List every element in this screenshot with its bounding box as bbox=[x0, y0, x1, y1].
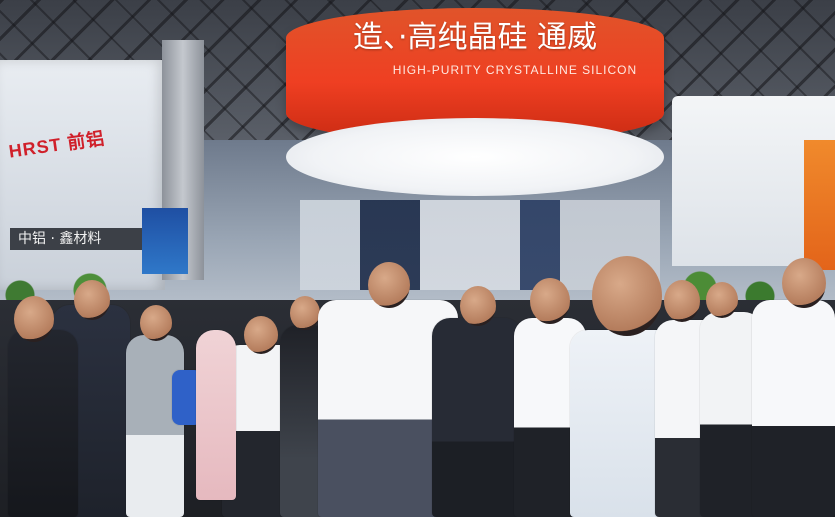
person-navy-shirt bbox=[432, 318, 522, 517]
person-white-shirt-far-right bbox=[700, 312, 762, 517]
drum-sign-subtitle: HIGH-PURITY CRYSTALLINE SILICON bbox=[392, 63, 638, 77]
right-booth-orange-panel bbox=[804, 140, 835, 270]
left-booth: HRST 前铝 中铝 · 鑫材料 bbox=[0, 60, 165, 290]
left-booth-band: 中铝 · 鑫材料 bbox=[10, 228, 163, 250]
head bbox=[14, 296, 54, 342]
person-left-camera bbox=[8, 330, 78, 517]
head bbox=[460, 286, 496, 326]
drum-sign-underside bbox=[286, 118, 664, 196]
person-grey-top bbox=[126, 335, 184, 517]
head bbox=[530, 278, 570, 324]
head bbox=[664, 280, 700, 322]
blue-display-screen bbox=[142, 208, 188, 274]
head bbox=[140, 305, 172, 341]
left-booth-sign: HRST 前铝 bbox=[7, 128, 107, 162]
head bbox=[706, 282, 738, 318]
person-edge-right bbox=[752, 300, 835, 517]
head bbox=[592, 256, 662, 336]
head bbox=[368, 262, 410, 308]
head bbox=[290, 296, 320, 330]
person-dark-pink bbox=[196, 330, 236, 500]
drum-sign-main-text: 造、·高纯晶硅 通威 bbox=[352, 20, 598, 55]
head bbox=[244, 316, 278, 354]
head bbox=[782, 258, 826, 308]
head bbox=[74, 280, 110, 320]
